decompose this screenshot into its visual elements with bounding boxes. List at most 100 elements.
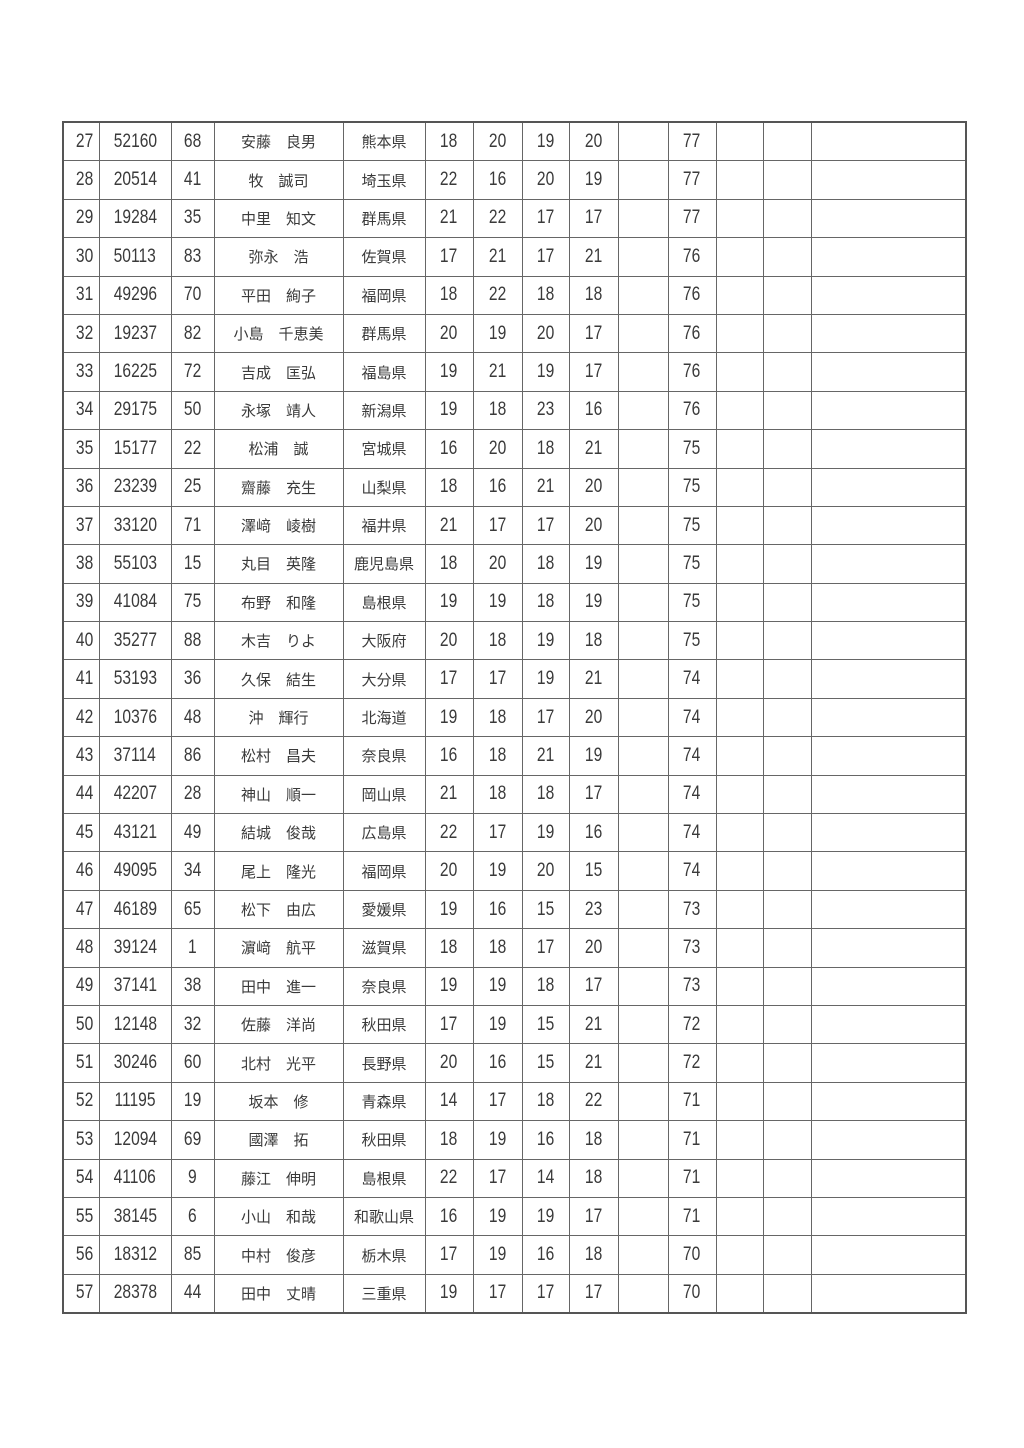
rank-text: 57 — [76, 1282, 94, 1304]
blank-cell — [617, 1043, 669, 1083]
table-row: 37 33120 71 澤﨑 崚樹 福井県 21 17 17 20 75 — [62, 505, 967, 546]
score-2-cell: 19 — [472, 966, 523, 1006]
blank-cell — [762, 1004, 812, 1045]
score-2-text: 17 — [488, 1090, 507, 1112]
score-4-text: 23 — [584, 898, 603, 920]
name-cell: 坂本 修 — [213, 1081, 344, 1122]
score-2-text: 18 — [488, 399, 507, 421]
blank-cell — [715, 1158, 764, 1198]
entry-number-text: 34 — [183, 860, 202, 882]
score-4-text: 18 — [584, 1128, 603, 1150]
total-text: 74 — [683, 783, 701, 805]
score-2-text: 22 — [488, 284, 507, 306]
name-cell: 平田 絢子 — [213, 275, 344, 315]
total-cell: 74 — [667, 697, 717, 738]
rank-cell: 55 — [62, 1196, 100, 1237]
name-text: 小島 千恵美 — [233, 325, 324, 344]
name-text: 吉成 匡弘 — [240, 363, 316, 382]
blank-cell — [715, 736, 764, 776]
score-3-cell: 19 — [521, 621, 570, 661]
score-4-text: 17 — [584, 1205, 603, 1227]
prefecture-text: 熊本県 — [361, 133, 407, 152]
entry-number-text: 6 — [188, 1205, 197, 1227]
score-2-cell: 22 — [472, 275, 523, 315]
rank-text: 56 — [76, 1244, 94, 1266]
score-1-cell: 18 — [424, 467, 474, 507]
name-cell: 中里 知文 — [213, 198, 344, 239]
prefecture-text: 福島県 — [361, 363, 407, 382]
table-row: 44 42207 28 神山 順一 岡山県 21 18 18 17 74 — [62, 774, 967, 815]
score-3-text: 21 — [536, 744, 555, 766]
notes-cell — [810, 198, 967, 239]
score-2-cell: 19 — [472, 851, 523, 891]
notes-cell — [810, 313, 967, 354]
prefecture-text: 群馬県 — [361, 209, 407, 228]
id-cell: 30246 — [98, 1043, 172, 1083]
id-cell: 37114 — [98, 736, 172, 776]
entry-number-cell: 44 — [170, 1273, 215, 1314]
prefecture-cell: 宮城県 — [342, 429, 426, 469]
entry-number-text: 65 — [183, 898, 202, 920]
total-text: 75 — [683, 514, 701, 536]
score-1-cell: 17 — [424, 659, 474, 699]
score-1-text: 20 — [440, 860, 458, 882]
entry-number-cell: 69 — [170, 1120, 215, 1160]
name-cell: 齋藤 充生 — [213, 467, 344, 507]
name-cell: 安藤 良男 — [213, 121, 344, 162]
score-3-text: 15 — [536, 898, 555, 920]
id-text: 38145 — [113, 1205, 157, 1227]
score-3-cell: 15 — [521, 1043, 570, 1083]
rank-text: 31 — [76, 284, 94, 306]
notes-cell — [810, 889, 967, 930]
score-2-text: 19 — [488, 975, 507, 997]
id-cell: 11195 — [98, 1081, 172, 1122]
id-cell: 42207 — [98, 774, 172, 815]
prefecture-text: 福岡県 — [361, 286, 407, 305]
name-cell: 久保 結生 — [213, 659, 344, 699]
score-4-cell: 21 — [568, 429, 619, 469]
score-3-text: 17 — [536, 245, 555, 267]
total-text: 75 — [683, 437, 701, 459]
id-cell: 38145 — [98, 1196, 172, 1237]
score-3-text: 16 — [536, 1244, 555, 1266]
table-row: 41 53193 36 久保 結生 大分県 17 17 19 21 74 — [62, 659, 967, 699]
prefecture-text: 栃木県 — [361, 1246, 407, 1265]
rank-text: 30 — [76, 245, 94, 267]
score-1-cell: 17 — [424, 1235, 474, 1275]
total-text: 71 — [683, 1205, 701, 1227]
score-4-cell: 23 — [568, 889, 619, 930]
score-1-cell: 19 — [424, 352, 474, 392]
rank-text: 50 — [76, 1013, 94, 1035]
score-1-cell: 22 — [424, 1158, 474, 1198]
name-cell: 國澤 拓 — [213, 1120, 344, 1160]
total-cell: 73 — [667, 928, 717, 968]
name-text: 藤江 伸明 — [240, 1169, 316, 1188]
entry-number-text: 83 — [183, 245, 202, 267]
score-4-cell: 17 — [568, 352, 619, 392]
score-3-text: 17 — [536, 1282, 555, 1304]
entry-number-text: 1 — [188, 936, 197, 958]
score-4-text: 22 — [584, 1090, 603, 1112]
blank-cell — [715, 429, 764, 469]
score-1-text: 19 — [440, 975, 458, 997]
id-text: 19237 — [113, 322, 157, 344]
total-cell: 74 — [667, 774, 717, 815]
total-cell: 77 — [667, 121, 717, 162]
id-text: 15177 — [113, 437, 157, 459]
entry-number-cell: 68 — [170, 121, 215, 162]
score-4-text: 21 — [584, 668, 603, 690]
score-3-text: 19 — [536, 130, 555, 152]
score-3-text: 17 — [536, 207, 555, 229]
blank-cell — [762, 237, 812, 277]
score-1-text: 14 — [440, 1090, 458, 1112]
rank-cell: 38 — [62, 544, 100, 584]
total-cell: 76 — [667, 390, 717, 431]
score-1-cell: 22 — [424, 813, 474, 853]
rank-text: 54 — [76, 1167, 94, 1189]
entry-number-cell: 22 — [170, 429, 215, 469]
name-cell: 田中 進一 — [213, 966, 344, 1006]
notes-cell — [810, 275, 967, 315]
name-cell: 松村 昌夫 — [213, 736, 344, 776]
score-3-cell: 17 — [521, 505, 570, 546]
score-2-text: 19 — [488, 1244, 507, 1266]
